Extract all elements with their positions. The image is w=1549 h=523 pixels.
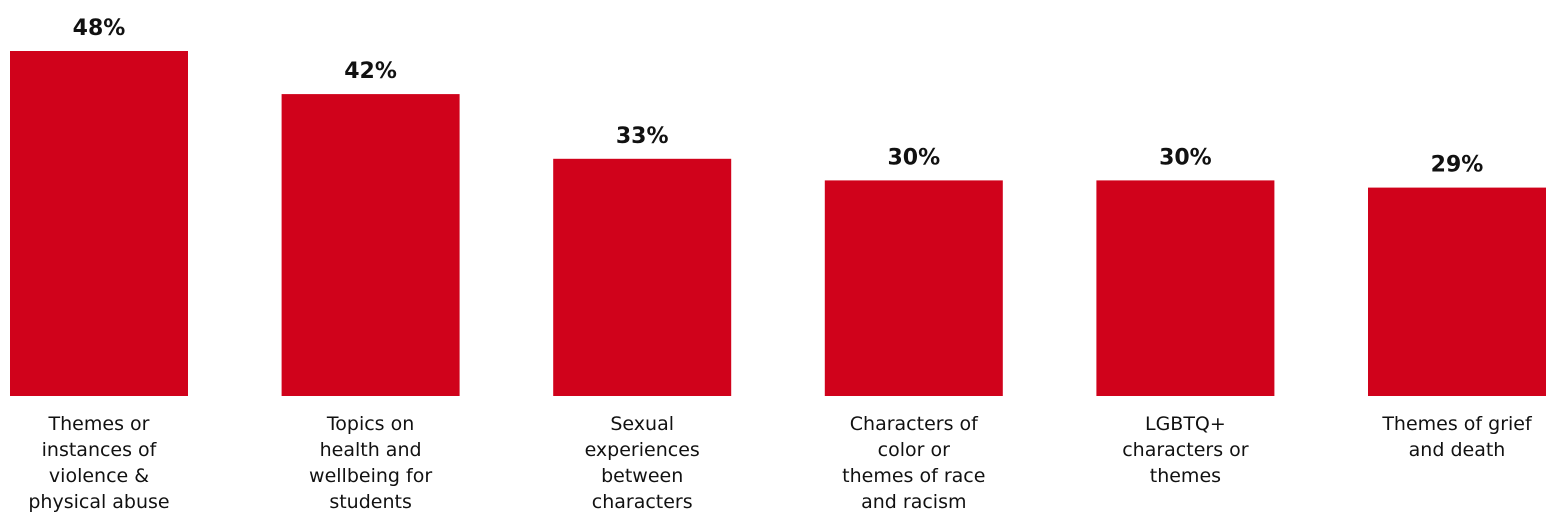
category-label: Characters of color or themes of race and r… xyxy=(842,413,985,513)
category-label-line: experiences xyxy=(585,439,700,461)
bar-value-label: 30% xyxy=(1159,145,1212,170)
category-label-line: and racism xyxy=(861,491,966,513)
category-label-line: violence & xyxy=(49,465,149,487)
bar xyxy=(1368,188,1546,396)
bar xyxy=(282,94,460,396)
bar xyxy=(1096,180,1274,396)
category-label: LGBTQ+ characters or themes xyxy=(1122,413,1249,487)
bar xyxy=(10,51,188,396)
category-label-line: characters xyxy=(592,491,693,513)
category-label: Themes or instances of violence & physical … xyxy=(28,413,169,513)
category-label-line: Themes or xyxy=(48,413,150,435)
category-label: Themes of grief and death xyxy=(1381,413,1533,461)
category-label-line: instances of xyxy=(42,439,158,461)
bar-value-label: 48% xyxy=(73,16,126,41)
category-label-line: themes of race xyxy=(842,465,985,487)
category-label-line: Characters of xyxy=(850,413,979,435)
category-label-line: physical abuse xyxy=(28,491,169,513)
category-label-line: Themes of grief xyxy=(1381,413,1533,435)
category-labels-layer: Themes or instances of violence & physical … xyxy=(28,413,1533,513)
category-label-line: health and xyxy=(320,439,422,461)
bar-value-label: 33% xyxy=(616,124,669,149)
bar xyxy=(553,159,731,396)
bar-value-label: 30% xyxy=(887,145,940,170)
category-label-line: between xyxy=(601,465,683,487)
category-label-line: Sexual xyxy=(610,413,674,435)
bar-value-label: 29% xyxy=(1431,153,1484,178)
category-label-line: characters or xyxy=(1122,439,1249,461)
bars-layer xyxy=(10,51,1546,396)
category-label-line: Topics on xyxy=(326,413,414,435)
bar xyxy=(825,180,1003,396)
bar-value-label: 42% xyxy=(344,59,397,84)
category-label: Topics on health and wellbeing for students xyxy=(309,413,432,513)
category-label-line: LGBTQ+ xyxy=(1145,413,1226,435)
category-label-line: color or xyxy=(878,439,950,461)
category-label-line: themes xyxy=(1150,465,1221,487)
category-label: Sexual experiences between characters xyxy=(585,413,700,513)
category-label-line: wellbeing for xyxy=(309,465,432,487)
category-label-line: and death xyxy=(1409,439,1506,461)
category-label-line: students xyxy=(329,491,412,513)
